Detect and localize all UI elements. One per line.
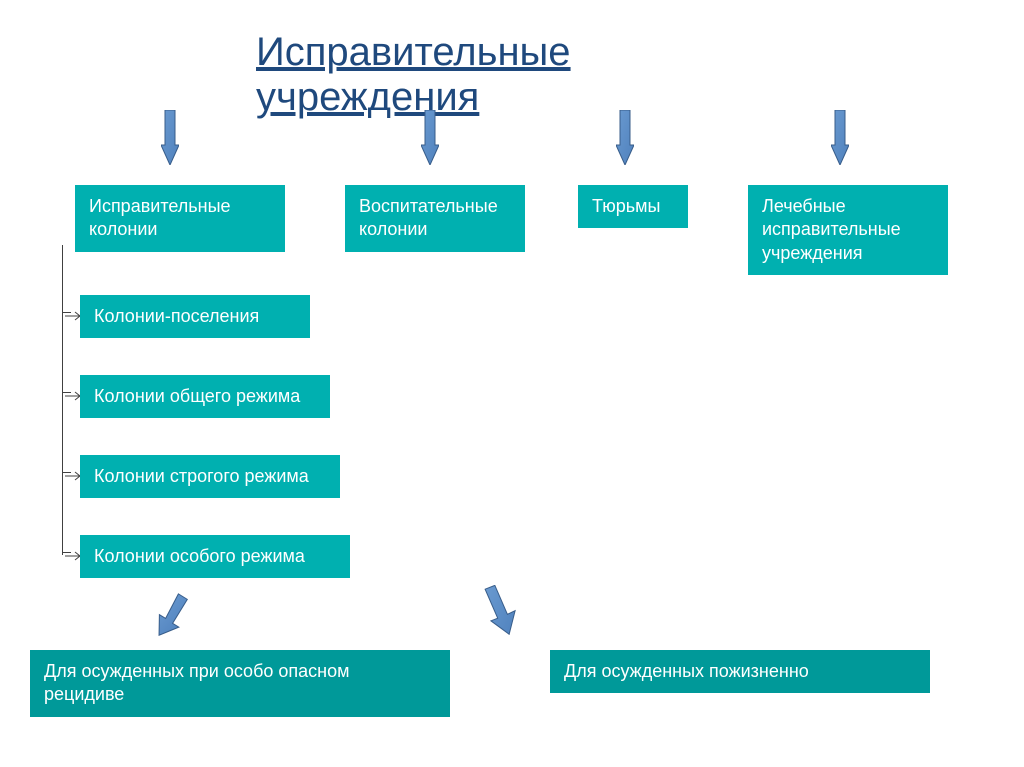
arrow-down-icon bbox=[616, 110, 634, 165]
box-educational-colonies: Воспитательные колонии bbox=[345, 185, 525, 252]
arrow-down-icon bbox=[161, 110, 179, 165]
box-settlements: Колонии-поселения bbox=[80, 295, 310, 338]
arrow-down-icon bbox=[831, 110, 849, 165]
box-life: Для осужденных пожизненно bbox=[550, 650, 930, 693]
connector-vertical bbox=[62, 245, 63, 555]
box-recidivism: Для осужденных при особо опасном рецидив… bbox=[30, 650, 450, 717]
box-prisons: Тюрьмы bbox=[578, 185, 688, 228]
box-correctional-colonies: Исправительные колонии bbox=[75, 185, 285, 252]
page-title: Исправительные учреждения bbox=[256, 30, 768, 120]
arrow-diagonal-icon bbox=[475, 585, 525, 635]
box-special: Колонии особого режима bbox=[80, 535, 350, 578]
box-medical: Лечебные исправительные учреждения bbox=[748, 185, 948, 275]
arrow-down-icon bbox=[421, 110, 439, 165]
box-general: Колонии общего режима bbox=[80, 375, 330, 418]
box-strict: Колонии строгого режима bbox=[80, 455, 340, 498]
arrow-diagonal-icon bbox=[155, 590, 205, 640]
